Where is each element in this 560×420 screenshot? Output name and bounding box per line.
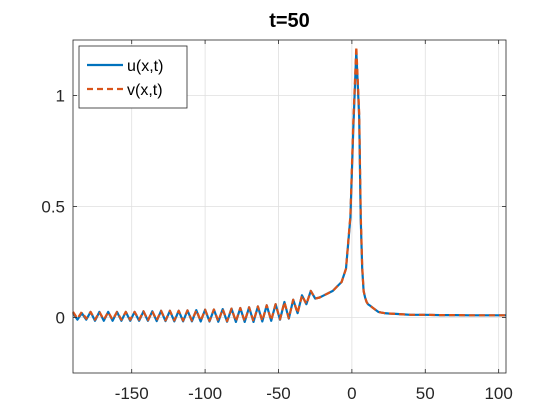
x-tick-label: 100 — [484, 384, 512, 403]
legend: u(x,t) v(x,t) — [78, 45, 188, 109]
legend-label: u(x,t) — [127, 58, 163, 75]
y-tick-label: 1 — [56, 87, 65, 106]
x-tick-label: -150 — [115, 384, 149, 403]
x-tick-label: -100 — [188, 384, 222, 403]
chart-title: t=50 — [269, 10, 310, 32]
y-tick-label: 0.5 — [41, 198, 65, 217]
series-line-v — [72, 45, 506, 323]
y-tick-label: 0 — [56, 309, 65, 328]
legend-box — [78, 45, 188, 109]
x-tick-label: 0 — [347, 384, 356, 403]
series-group — [72, 45, 506, 323]
x-tick-label: 50 — [416, 384, 435, 403]
legend-label: v(x,t) — [127, 82, 163, 99]
ticks: -150 -100 -50 0 50 100 0 0.5 1 — [41, 40, 513, 403]
x-tick-label: -50 — [266, 384, 291, 403]
